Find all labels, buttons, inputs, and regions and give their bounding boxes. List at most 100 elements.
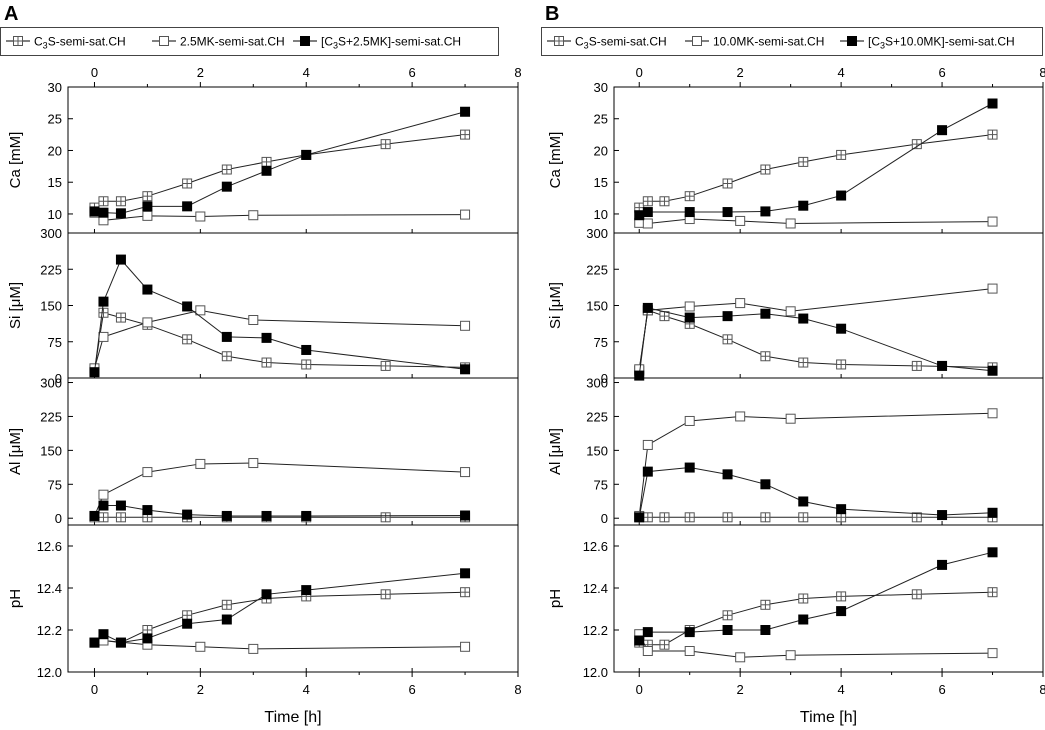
data-point bbox=[836, 149, 847, 160]
top-x-tick-label: 8 bbox=[514, 65, 521, 80]
data-point bbox=[301, 359, 312, 370]
data-point bbox=[89, 637, 100, 648]
subplot-al: 0 75 150 225 300 Al [μM] bbox=[7, 376, 519, 526]
x-tick-label: 2 bbox=[197, 682, 204, 697]
series-line bbox=[638, 309, 993, 371]
data-point bbox=[142, 467, 153, 478]
data-point bbox=[115, 312, 126, 323]
legend-label: [C3S+2.5MK]-semi-sat.CH bbox=[321, 35, 461, 51]
panel-a: A C3S-semi-sat.CH 2.5MK-semi-sat.CH [C3S+2… bbox=[0, 3, 522, 726]
data-point bbox=[142, 191, 153, 202]
y-axis-label: Ca [mM] bbox=[547, 132, 564, 189]
series-mk bbox=[634, 283, 998, 375]
y-tick-label: 25 bbox=[48, 112, 62, 127]
panel-a-label: A bbox=[4, 3, 18, 25]
series-line bbox=[93, 258, 466, 373]
data-point bbox=[684, 462, 695, 473]
data-point bbox=[98, 331, 109, 342]
series-line bbox=[93, 309, 466, 369]
legend-label: 10.0MK-semi-sat.CH bbox=[713, 35, 824, 49]
series-mk bbox=[89, 635, 471, 654]
data-point bbox=[142, 284, 153, 295]
data-point bbox=[98, 207, 109, 218]
data-point bbox=[937, 510, 948, 521]
data-point bbox=[684, 312, 695, 323]
top-x-axis: 0 2 4 6 8 bbox=[614, 65, 1045, 88]
data-point bbox=[684, 627, 695, 638]
data-point bbox=[380, 589, 391, 600]
data-point bbox=[221, 331, 232, 342]
legend-marker bbox=[847, 36, 857, 46]
y-tick-label: 75 bbox=[594, 335, 608, 350]
y-axis-label: pH bbox=[547, 589, 564, 608]
y-tick-label: 15 bbox=[48, 175, 62, 190]
x-tick-label: 6 bbox=[938, 682, 945, 697]
data-point bbox=[460, 364, 471, 375]
data-point bbox=[760, 599, 771, 610]
top-x-tick-label: 4 bbox=[838, 65, 845, 80]
data-point bbox=[642, 218, 653, 229]
data-point bbox=[785, 413, 796, 424]
x-tick-label: 0 bbox=[636, 682, 643, 697]
legend-marker bbox=[13, 36, 23, 46]
data-point bbox=[642, 196, 653, 207]
data-point bbox=[142, 505, 153, 516]
data-point bbox=[722, 469, 733, 480]
subplot-ph: 12.0 12.2 12.4 12.6 pH bbox=[547, 524, 1044, 680]
legend-label: [C3S+10.0MK]-semi-sat.CH bbox=[868, 35, 1015, 51]
legend: C3S-semi-sat.CH 2.5MK-semi-sat.CH [C3S+2.5… bbox=[0, 27, 499, 56]
panel-b-label: B bbox=[545, 3, 559, 25]
data-point bbox=[987, 283, 998, 294]
data-point bbox=[659, 639, 670, 650]
bottom-x-axis: 0 2 4 6 8 Time [h] bbox=[91, 672, 522, 726]
data-point bbox=[735, 411, 746, 422]
legend-item: [C3S+2.5MK]-semi-sat.CH bbox=[293, 35, 461, 51]
data-point bbox=[460, 467, 471, 478]
y-tick-label: 12.4 bbox=[583, 581, 608, 596]
y-tick-label: 0 bbox=[55, 371, 62, 386]
data-point bbox=[722, 512, 733, 523]
y-tick-label: 12.2 bbox=[583, 623, 608, 638]
series-c3s bbox=[634, 587, 998, 650]
data-point bbox=[115, 637, 126, 648]
x-axis-label: Time [h] bbox=[264, 709, 321, 726]
y-axis-label: Ca [mM] bbox=[7, 132, 24, 189]
top-x-tick-label: 2 bbox=[197, 65, 204, 80]
data-point bbox=[937, 360, 948, 371]
legend-item: 10.0MK-semi-sat.CH bbox=[685, 35, 824, 49]
y-tick-label: 10 bbox=[48, 207, 62, 222]
y-tick-label: 20 bbox=[48, 143, 62, 158]
data-point bbox=[301, 585, 312, 596]
data-point bbox=[987, 587, 998, 598]
y-axis-label: Al [μM] bbox=[547, 428, 564, 475]
series-line bbox=[638, 412, 993, 517]
data-point bbox=[760, 164, 771, 175]
data-point bbox=[760, 512, 771, 523]
legend-label: C3S-semi-sat.CH bbox=[575, 35, 667, 51]
data-point bbox=[684, 646, 695, 656]
data-point bbox=[836, 190, 847, 201]
data-point bbox=[642, 207, 653, 218]
top-x-tick-label: 6 bbox=[409, 65, 416, 80]
series-line bbox=[93, 312, 466, 371]
data-point bbox=[380, 512, 391, 523]
top-x-tick-label: 6 bbox=[938, 65, 945, 80]
data-point bbox=[115, 196, 126, 207]
subplot-al: 0 75 150 225 300 Al [μM] bbox=[547, 376, 1044, 526]
data-point bbox=[836, 504, 847, 515]
plot-frame bbox=[613, 524, 1044, 673]
top-x-tick-label: 0 bbox=[636, 65, 643, 80]
legend-item: [C3S+10.0MK]-semi-sat.CH bbox=[840, 35, 1015, 51]
data-point bbox=[684, 512, 695, 523]
y-tick-label: 15 bbox=[594, 175, 608, 190]
series-line bbox=[638, 467, 993, 518]
data-point bbox=[735, 652, 746, 663]
data-point bbox=[642, 302, 653, 313]
data-point bbox=[937, 125, 948, 136]
y-tick-label: 25 bbox=[594, 112, 608, 127]
data-point bbox=[182, 618, 193, 629]
data-point bbox=[798, 512, 809, 523]
data-point bbox=[798, 156, 809, 167]
data-point bbox=[195, 211, 206, 222]
data-point bbox=[798, 357, 809, 368]
